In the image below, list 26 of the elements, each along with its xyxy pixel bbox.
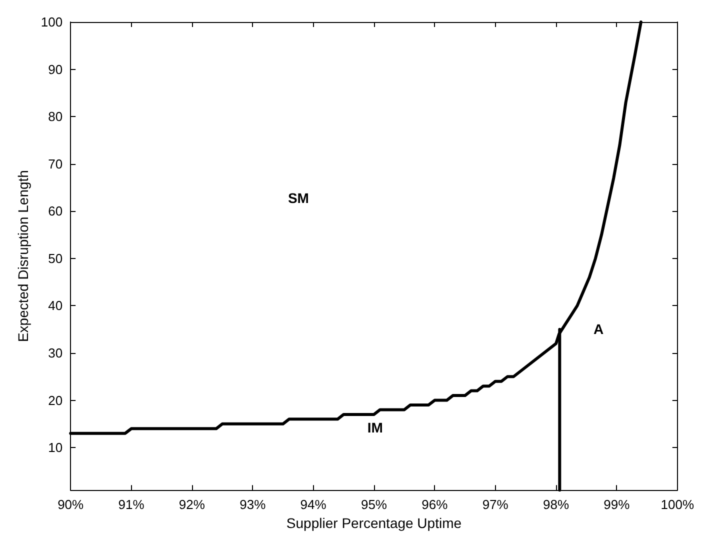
y-tick-label: 40 (48, 298, 63, 314)
x-axis-title: Supplier Percentage Uptime (286, 515, 462, 531)
y-tick-label: 30 (48, 345, 63, 360)
y-tick-label: 90 (48, 62, 63, 77)
x-tick-label: 99% (604, 497, 630, 512)
x-tick-label: 91% (118, 497, 145, 512)
y-tick-label: 20 (48, 392, 63, 408)
annotation: IM (367, 420, 383, 436)
y-tick-label: 80 (48, 109, 63, 124)
x-tick-label: 94% (300, 497, 327, 512)
x-tick-label: 96% (422, 497, 448, 512)
x-tick-label: 100% (660, 497, 694, 512)
x-tick-label: 97% (482, 497, 509, 512)
x-tick-label: 92% (178, 497, 206, 512)
y-tick-label: 100 (40, 14, 63, 30)
y-tick-label: 70 (48, 156, 63, 172)
y-tick-label: 10 (48, 440, 63, 456)
x-tick-label: 90% (58, 497, 84, 512)
annotation: A (593, 321, 604, 338)
y-axis-title: Expected Disruption Length (15, 170, 31, 342)
y-tick-label: 60 (48, 204, 63, 219)
x-tick-label: 95% (360, 497, 388, 512)
annotation: SM (288, 190, 309, 206)
x-tick-label: 93% (240, 497, 266, 512)
x-tick-label: 98% (543, 497, 570, 512)
y-tick-label: 50 (48, 250, 63, 266)
